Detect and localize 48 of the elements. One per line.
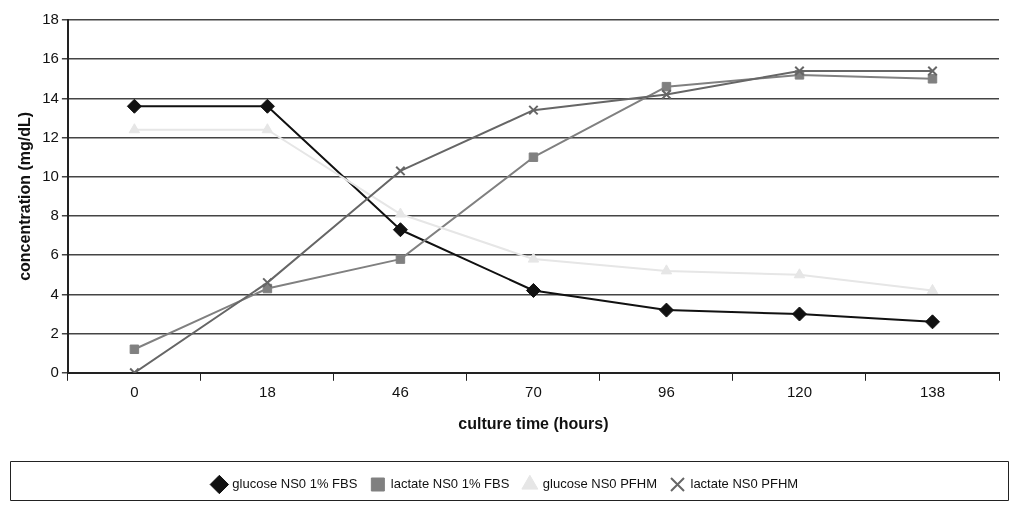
point [660,264,673,275]
point [528,152,539,162]
x-tick-label: 96 [658,382,675,400]
point [927,74,938,84]
x-tick-label: 0 [130,382,139,400]
point [661,89,672,100]
point [394,207,407,218]
point [924,314,940,330]
point [261,123,274,134]
point [395,254,406,264]
point [392,222,408,238]
legend-label: glucose NS0 PFHM [542,476,658,492]
point [793,268,806,279]
legend-label: glucose NS0 1% FBS [232,476,358,492]
y-tick-label: 6 [50,245,59,263]
point [525,282,541,298]
point [128,123,141,134]
point [126,98,142,114]
point [259,98,275,114]
y-axis-title: concentration (mg/dL) [16,111,34,281]
point [262,277,273,288]
point [129,344,140,355]
point [927,65,938,77]
point [661,81,672,92]
x-tick-label: 70 [525,382,542,400]
point [926,283,939,294]
x-tick-label: 46 [392,382,409,400]
y-tick-label: 12 [42,127,59,145]
y-tick-label: 0 [50,362,59,380]
point [395,165,406,177]
point [527,252,540,263]
y-tick-label: 4 [50,284,59,302]
x-tick-label: 18 [259,382,276,400]
legend-label: lactate NS0 1% FBS [390,476,510,492]
y-tick-label: 2 [50,323,59,341]
y-tick-label: 14 [42,88,59,106]
y-tick-label: 10 [42,166,59,184]
point [791,306,807,322]
x-tick-label: 120 [786,382,812,400]
y-tick-label: 16 [42,49,59,67]
point [658,302,674,318]
legend-label: lactate NS0 PFHM [690,476,799,492]
point [794,65,805,77]
y-tick-label: 8 [50,206,59,224]
x-axis-title: culture time (hours) [458,414,609,432]
y-tick-label: 18 [42,10,59,28]
point [528,104,539,116]
x-tick-label: 138 [919,382,946,400]
